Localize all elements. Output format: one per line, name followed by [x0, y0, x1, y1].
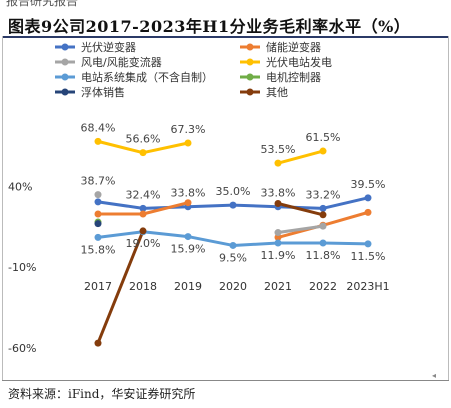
data-label-3: 53.5%	[261, 143, 296, 156]
right-border	[448, 36, 449, 380]
point-s2-2017	[94, 191, 102, 199]
x-tick-label-2019: 2019	[174, 280, 202, 293]
data-label-10: 33.2%	[306, 188, 341, 201]
legend-label-2: 风电/风能变流器	[81, 55, 162, 69]
legend-marker-1	[246, 43, 254, 51]
chart-title: 图表9公司2017-2023年H1分业务毛利率水平（%）	[8, 17, 411, 36]
x-axis-ticks: 2017 2018 2019 2020 2021 2022 2023H1	[84, 280, 390, 293]
data-label-15: 9.5%	[219, 251, 247, 264]
series-line-7	[277, 202, 324, 217]
point-s4-2020	[229, 241, 237, 249]
series-line-7	[96, 230, 145, 344]
point-s7-2021	[274, 199, 282, 207]
point-s0-2018	[139, 204, 147, 212]
point-s0-2017	[94, 198, 102, 206]
point-s0-2022	[319, 204, 327, 212]
point-s4-2017	[94, 233, 102, 241]
point-s3-2021	[274, 159, 282, 167]
series-line-2	[277, 224, 324, 235]
data-label-18: 11.5%	[351, 250, 386, 263]
x-tick-label-2021: 2021	[264, 280, 292, 293]
x-tick-label-2020: 2020	[219, 280, 247, 293]
legend-label-7: 其他	[266, 86, 288, 99]
point-s1-2019	[184, 199, 192, 207]
legend-marker-3	[246, 58, 254, 66]
series-markers	[94, 137, 372, 347]
point-s3-2017	[94, 137, 102, 145]
legend-label-1: 储能逆变器	[266, 40, 321, 54]
legend-label-0: 光伏逆变器	[81, 40, 136, 54]
data-label-5: 38.7%	[81, 175, 116, 188]
x-tick-label-2022: 2022	[309, 280, 337, 293]
data-label-8: 35.0%	[216, 185, 251, 198]
series-line-3	[277, 149, 324, 165]
y-axis-ticks: 40% -10% -60%	[8, 181, 36, 355]
point-s7-2018	[139, 227, 147, 235]
point-s7-2022	[319, 211, 327, 219]
point-s4-2022	[319, 239, 327, 247]
legend-marker-2	[61, 58, 69, 66]
point-s2-2022	[319, 222, 327, 230]
data-label-17: 11.8%	[306, 249, 341, 262]
data-label-6: 32.4%	[126, 188, 161, 201]
point-s3-2018	[139, 149, 147, 157]
data-label-16: 11.9%	[261, 249, 296, 262]
point-s1-2023H1	[364, 208, 372, 216]
source-note: 资料来源：iFind，华安证券研究所	[8, 387, 196, 401]
point-s1-2018	[139, 210, 147, 218]
data-label-4: 61.5%	[306, 131, 341, 144]
data-label-14: 15.9%	[171, 243, 206, 256]
x-tick-label-2018: 2018	[129, 280, 157, 293]
y-tick-label-0: 40%	[8, 181, 32, 194]
title-box: 图表9公司2017-2023年H1分业务毛利率水平（%）	[2, 6, 449, 38]
legend-label-6: 浮体销售	[81, 85, 125, 99]
scroll-indicator-icon: ◂	[432, 371, 436, 380]
data-label-13: 19.0%	[126, 237, 161, 250]
point-s7-2017	[94, 339, 102, 347]
point-s1-2017	[94, 210, 102, 218]
point-s1-2021	[274, 233, 282, 241]
legend-label-3: 光伏电站发电	[266, 55, 332, 69]
point-s4-2021	[274, 239, 282, 247]
data-label-11: 39.5%	[351, 178, 386, 191]
left-border	[2, 36, 3, 380]
data-label-7: 33.8%	[171, 187, 206, 200]
point-s4-2019	[184, 233, 192, 241]
point-s4-2023H1	[364, 240, 372, 248]
bottom-rule	[2, 380, 449, 381]
data-label-1: 56.6%	[126, 133, 161, 146]
point-s6-2017	[94, 220, 102, 228]
legend-marker-7	[246, 88, 254, 96]
legend-label-5: 电机控制器	[266, 70, 321, 84]
data-label-9: 33.8%	[261, 187, 296, 200]
y-tick-label-1: -10%	[8, 261, 36, 274]
legend-marker-4	[61, 73, 69, 81]
point-s0-2020	[229, 201, 237, 209]
legend-marker-6	[61, 88, 69, 96]
point-s3-2019	[184, 139, 192, 147]
data-labels: 68.4% 56.6% 67.3% 53.5% 61.5% 38.7% 32.4% 33.8%…	[81, 121, 386, 264]
point-s3-2022	[319, 147, 327, 155]
point-s0-2023H1	[364, 194, 372, 202]
legend-marker-5	[246, 73, 254, 81]
point-s2-2021	[274, 229, 282, 237]
x-tick-label-2017: 2017	[84, 280, 112, 293]
top-note: 报告研究报告	[6, 0, 79, 8]
data-label-2: 67.3%	[171, 123, 206, 136]
data-label-0: 68.4%	[81, 121, 116, 134]
x-tick-label-2023H1: 2023H1	[346, 280, 389, 293]
data-label-12: 15.8%	[81, 243, 116, 256]
y-tick-label-2: -60%	[8, 342, 36, 355]
legend-label-4: 电站系统集成（不含自制）	[81, 70, 213, 84]
legend-marker-0	[61, 43, 69, 51]
